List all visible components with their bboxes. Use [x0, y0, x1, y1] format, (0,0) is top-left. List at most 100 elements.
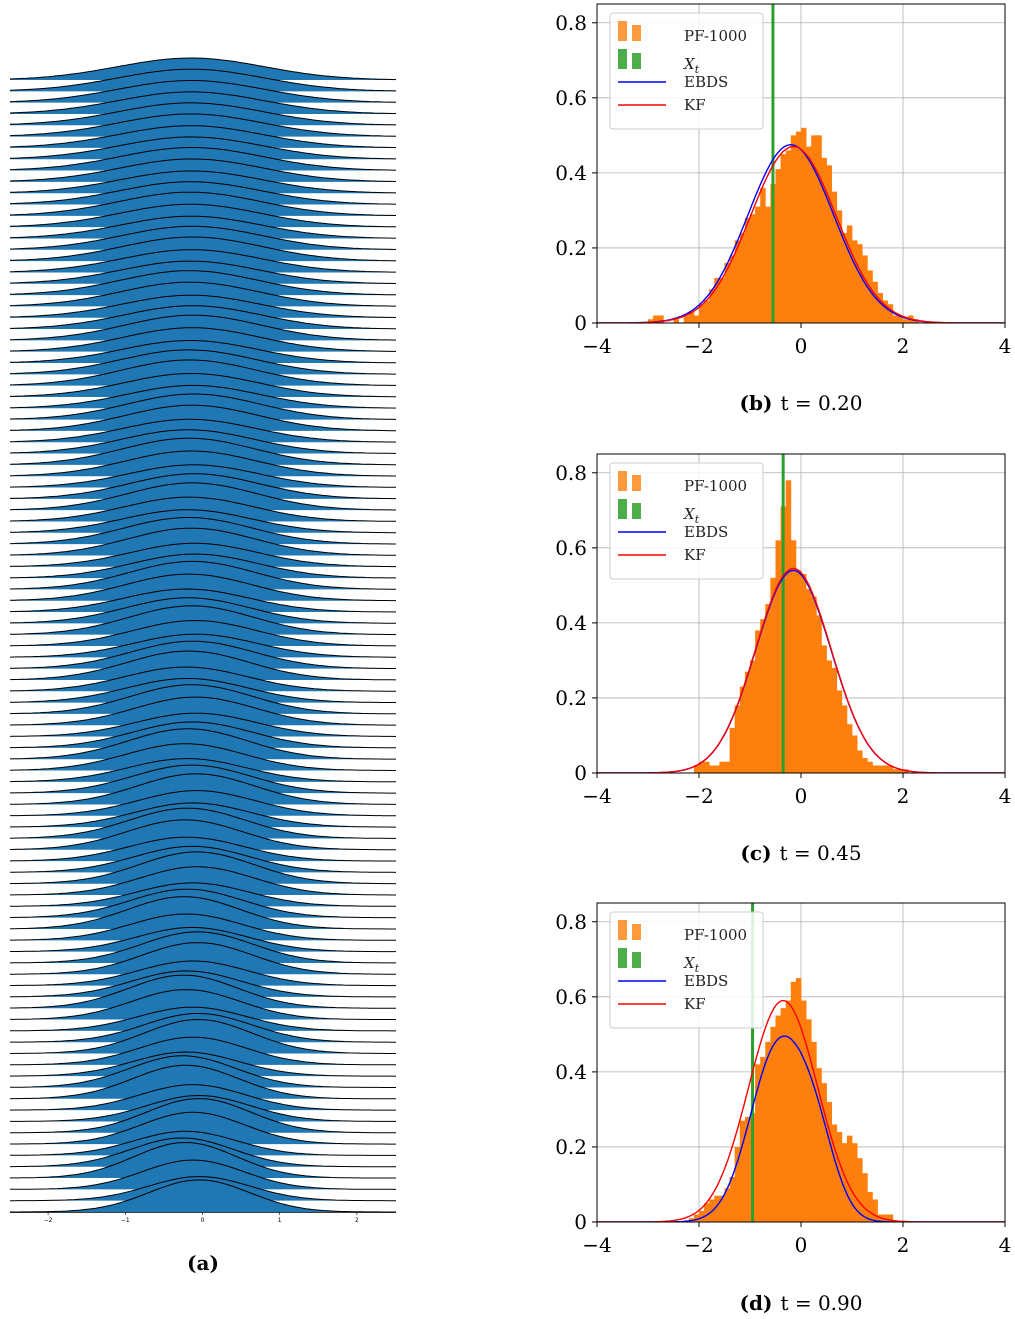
y-tick-label: 0.8: [555, 461, 587, 485]
caption-text: t = 0.90: [780, 1291, 862, 1315]
ridge-line: [9, 640, 396, 669]
ridge-line: [9, 429, 396, 454]
legend-label-ebds: EBDS: [684, 523, 728, 541]
x-tick-label: −2: [684, 784, 713, 808]
y-tick-label: 0.8: [555, 910, 587, 934]
histogram-bar: [806, 146, 812, 323]
histogram-bar: [877, 292, 883, 323]
histogram-bar: [846, 1135, 853, 1222]
histogram-bar: [795, 978, 802, 1222]
histogram-bar: [790, 981, 797, 1222]
ridge-line: [9, 758, 396, 783]
legend-label-ebds: EBDS: [684, 73, 728, 91]
ridge-line: [9, 728, 396, 760]
ridge-line: [9, 888, 397, 919]
histogram-bar: [734, 705, 741, 773]
histogram-bar: [693, 765, 700, 773]
histogram-bar: [801, 127, 807, 323]
legend-swatch-pf1000: [632, 924, 641, 940]
x-tick-label: 1: [278, 1217, 282, 1224]
ridge-line: [9, 437, 396, 466]
ridge-area: [10, 989, 396, 1020]
x-tick-label: 2: [897, 334, 910, 358]
ridge-line: [9, 260, 397, 284]
histogram-bar: [750, 660, 756, 773]
histogram-bar: [821, 157, 827, 323]
histogram-bar: [648, 319, 654, 323]
histogram-bar: [867, 761, 873, 773]
ridge-line: [10, 1111, 396, 1145]
ridge-line: [9, 418, 397, 443]
legend-swatch-pf1000: [618, 920, 627, 940]
ridge-area: [10, 327, 396, 352]
histogram-bar: [862, 255, 868, 323]
histogram-bar: [729, 727, 736, 773]
caption-label: (a): [187, 1251, 219, 1275]
histogram-bar: [836, 1131, 843, 1222]
legend-label-ebds: EBDS: [684, 972, 728, 990]
legend-swatch-xt: [632, 503, 641, 519]
histogram-bar: [852, 735, 858, 773]
y-tick-label: 0.4: [555, 1060, 587, 1084]
ridge-line: [9, 527, 397, 556]
caption-text: t = 0.20: [780, 391, 862, 415]
ridge-line: [9, 393, 397, 420]
histogram-bar: [744, 1116, 751, 1222]
ridge-line: [9, 249, 396, 273]
histogram-bar: [724, 262, 730, 323]
ridge-line: [9, 68, 397, 92]
ridge-area: [10, 497, 396, 522]
x-tick-label: 0: [201, 1217, 205, 1224]
y-tick-label: 0.2: [555, 1135, 587, 1159]
ridge-line: [10, 1006, 396, 1032]
x-tick-label: 4: [999, 1233, 1012, 1257]
histogram-bar: [790, 540, 797, 773]
ridge-line: [9, 327, 396, 352]
ridge-line: [9, 340, 397, 364]
density-curve-kf: [597, 999, 1005, 1222]
y-tick-label: 0.2: [555, 686, 587, 710]
ridge-line: [9, 113, 397, 137]
legend-box: [609, 462, 764, 580]
histogram-bar: [852, 240, 858, 323]
ridge-line: [9, 1084, 396, 1111]
x-tick-label: 2: [897, 784, 910, 808]
y-tick-label: 0.6: [555, 86, 587, 110]
ridge-line: [10, 1141, 396, 1179]
histogram-bar: [882, 300, 889, 323]
x-tick-label: −2: [44, 1217, 53, 1224]
histogram-bar: [903, 319, 909, 323]
ridge-area: [10, 69, 396, 92]
ridge-line: [10, 764, 396, 794]
ridge-line: [9, 633, 396, 658]
ridge-line: [10, 1098, 396, 1134]
histogram-bar: [887, 304, 894, 323]
panel-a-ridgeline-plot: −2 −1 0 1 2 (a): [9, 57, 397, 1275]
ridge-line: [10, 1137, 396, 1168]
histogram-bar: [780, 1008, 787, 1222]
x-tick-label: −4: [582, 784, 611, 808]
y-tick-label: 0.6: [555, 985, 587, 1009]
histogram-bar: [806, 1019, 812, 1222]
histogram-bar: [760, 187, 766, 323]
histogram-bar: [836, 210, 843, 323]
legend-label-kf: KF: [684, 96, 706, 114]
histogram-bar: [699, 304, 705, 323]
ridge-line: [10, 927, 396, 953]
ridge-line: [9, 650, 397, 681]
histogram-bar: [775, 1015, 781, 1222]
histogram-bar: [734, 240, 741, 323]
histogram-bar: [744, 217, 751, 323]
legend-swatch-pf1000: [632, 25, 641, 41]
ridge-area: [10, 866, 396, 896]
y-tick-label: 0: [574, 311, 587, 335]
x-tick-label: 4: [999, 784, 1012, 808]
ridge-line: [10, 790, 396, 817]
histogram-bar: [795, 570, 802, 773]
histogram-bar: [816, 1068, 822, 1222]
histogram-bar: [852, 1143, 858, 1222]
ridge-line: [9, 102, 397, 126]
histogram-bar: [801, 1000, 807, 1222]
